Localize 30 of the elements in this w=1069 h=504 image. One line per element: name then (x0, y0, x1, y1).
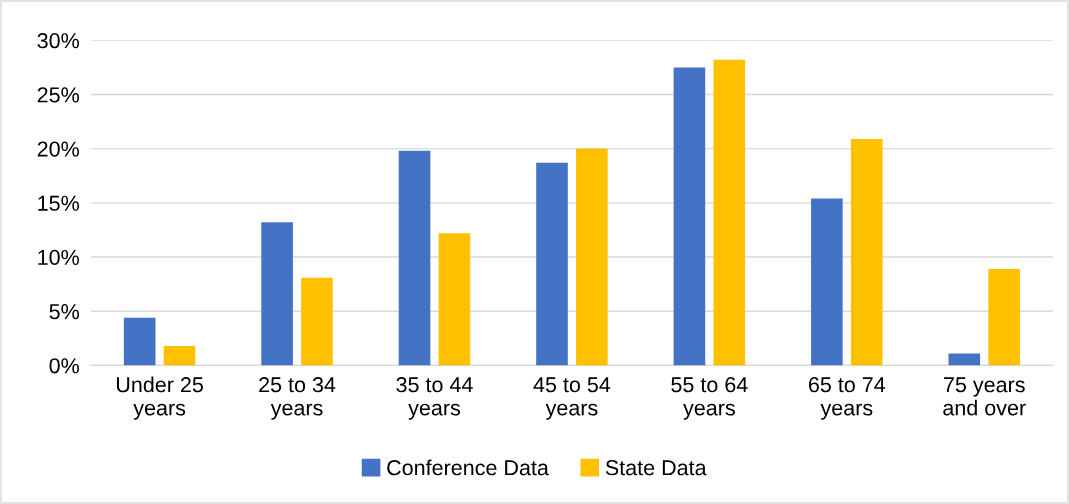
y-tick-label: 5% (49, 304, 79, 320)
y-tick-label: 0% (49, 358, 79, 374)
bar (673, 67, 706, 366)
x-tick-label: 35 to 44 years (396, 377, 473, 420)
bar (301, 277, 333, 366)
bar (398, 150, 431, 366)
x-tick-label: 25 to 34 years (259, 377, 336, 420)
y-tick-label: 15% (38, 195, 79, 211)
legend-label: Conference Data (387, 459, 549, 476)
bar (576, 148, 608, 366)
bar (988, 268, 1020, 366)
x-tick-label: 45 to 54 years (533, 377, 611, 420)
y-tick-label: 10% (38, 249, 79, 266)
x-tick-label: Under 25 years (116, 376, 203, 420)
bar (850, 138, 883, 366)
bar (713, 59, 746, 366)
x-tick-label: 65 to 74 years (808, 377, 886, 420)
y-tick-label: 30% (37, 33, 79, 49)
y-tick-label: 25% (37, 87, 79, 103)
bar (163, 345, 196, 366)
y-tick-label: 20% (37, 141, 79, 157)
bar (536, 162, 568, 366)
bar (123, 317, 156, 366)
bar (438, 233, 471, 366)
legend-label: State Data (605, 460, 707, 476)
bar (261, 222, 293, 366)
x-tick-label: 75 years and over (943, 377, 1026, 416)
x-tick-label: 55 to 64 years (671, 377, 748, 420)
bar (948, 353, 981, 366)
bar (811, 198, 843, 366)
